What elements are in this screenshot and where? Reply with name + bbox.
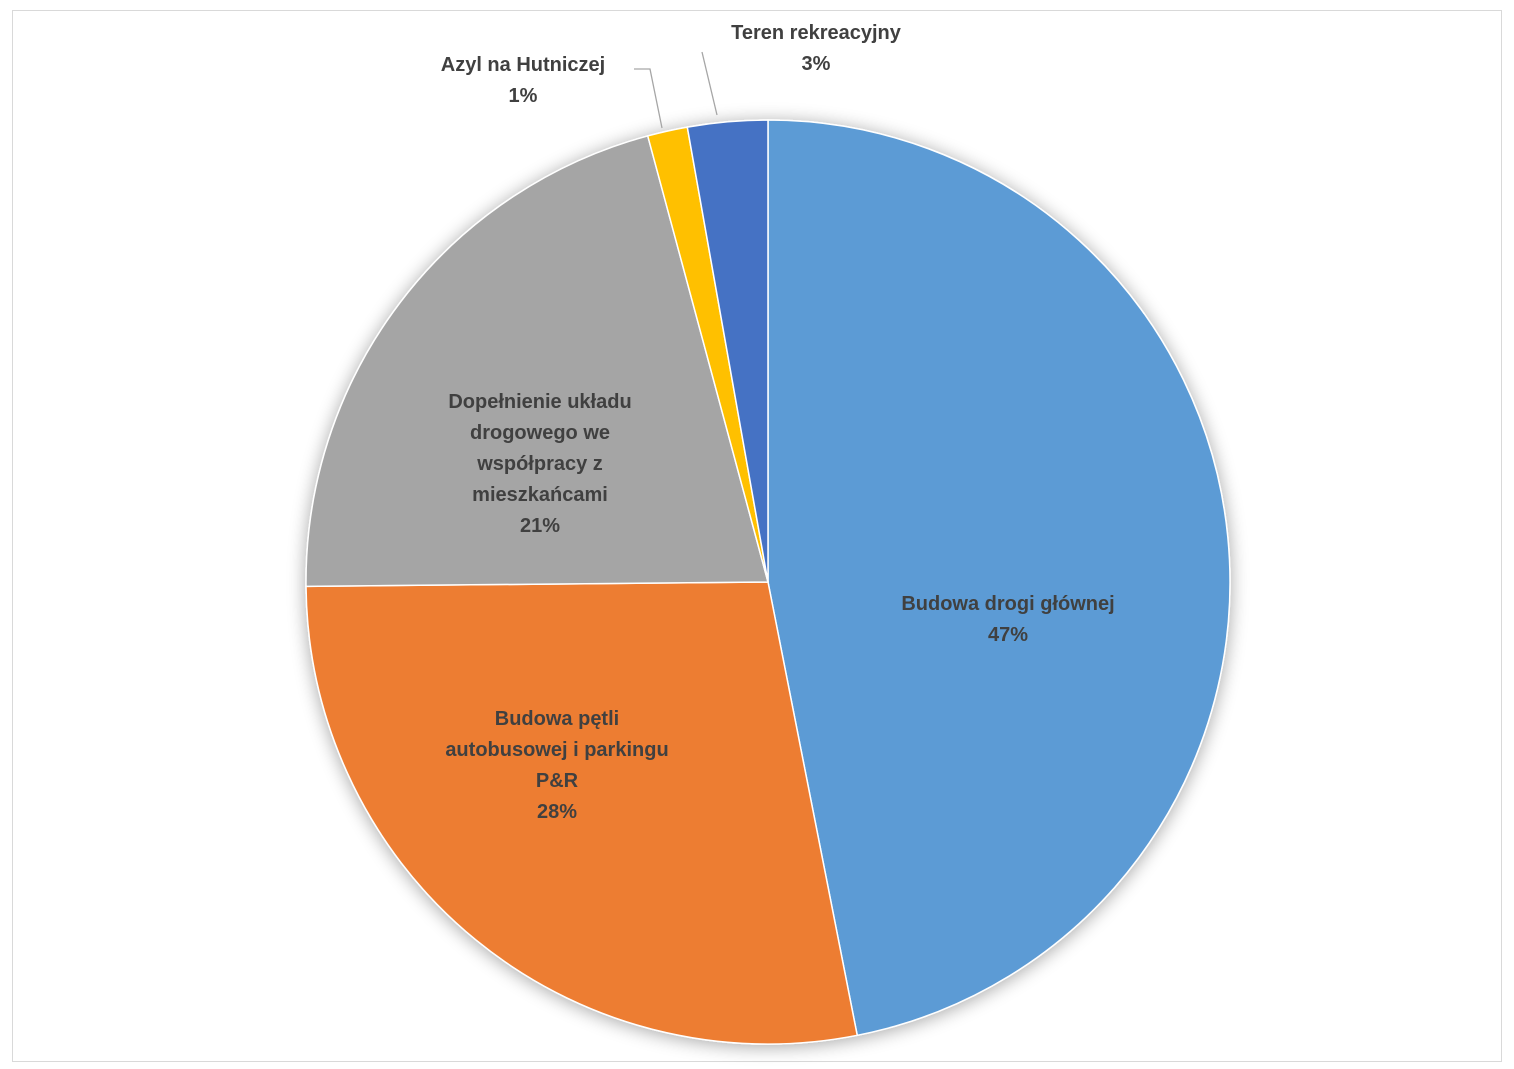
slice-label-line: Budowa pętli [495,708,619,730]
slice-label-line: P&R [536,770,579,792]
slice-percent: 28% [537,801,577,823]
slice-percent: 1% [509,85,538,107]
slice-label-line: Teren rekreacyjny [731,22,902,44]
slice-label-line: autobusowej i parkingu [445,739,668,761]
pie-slice-5[interactable] [686,119,769,583]
slice-label-5: Teren rekreacyjny 3% [731,22,902,75]
slice-label-1: Budowa drogi głównej 47% [901,593,1114,646]
slice-label-4: Azyl na Hutniczej 1% [441,54,605,107]
leader-line-4 [634,68,663,129]
slice-label-line: drogowego we [470,422,610,444]
pie-slices [305,119,1231,1045]
slice-label-line: współpracy z [476,453,603,475]
slice-percent: 21% [520,515,560,537]
leader-lines [634,51,718,129]
slice-label-3: Dopełnienie układu drogowego we współpracy… [448,391,631,537]
slice-label-line: Dopełnienie układu [448,391,631,413]
slice-percent: 3% [802,53,831,75]
pie-slice-1[interactable] [767,119,1231,1037]
slice-labels: Budowa drogi głównej 47% Budowa pętli autob… [441,22,1115,823]
leader-line-5 [701,51,718,116]
pie-slice-3[interactable] [305,135,769,588]
slice-label-line: Budowa drogi głównej [901,593,1114,615]
slice-label-line: mieszkańcami [472,484,608,506]
slice-label-2: Budowa pętli autobusowej i parkingu P&R 28% [445,708,668,823]
slice-percent: 47% [988,624,1028,646]
pie-slice-2[interactable] [305,581,859,1045]
slice-label-line: Azyl na Hutniczej [441,54,605,76]
